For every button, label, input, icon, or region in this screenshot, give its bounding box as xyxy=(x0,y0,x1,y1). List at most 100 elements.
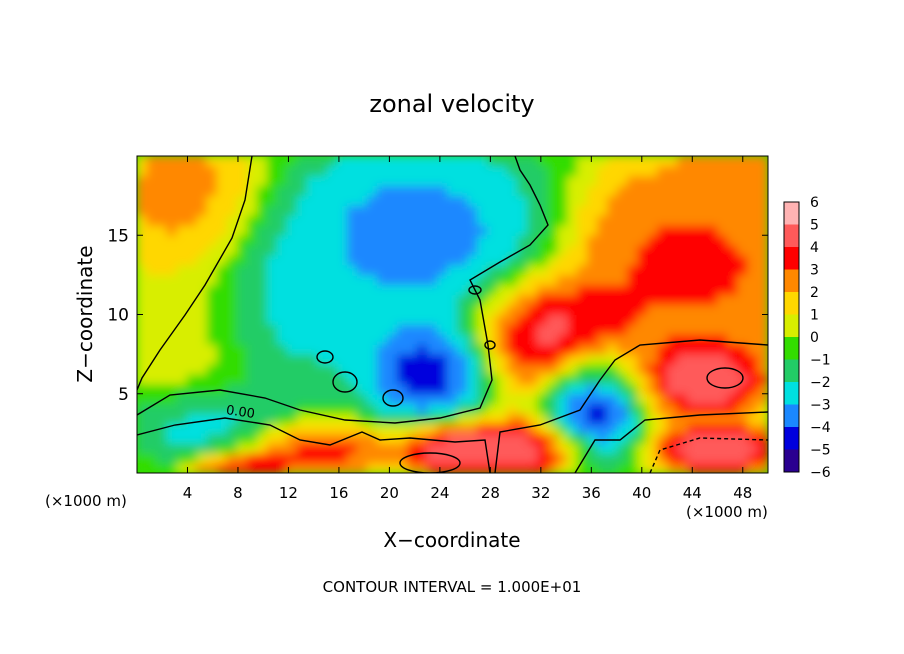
heatmap-cell xyxy=(627,323,639,335)
heatmap-cell xyxy=(567,274,579,286)
heatmap-cell xyxy=(687,254,699,266)
heatmap-cell xyxy=(446,234,459,246)
heatmap-cell xyxy=(727,185,739,197)
heatmap-cell xyxy=(477,462,489,473)
heatmap-cell xyxy=(336,383,348,395)
heatmap-cell xyxy=(346,323,358,335)
heatmap-cell xyxy=(577,274,589,286)
heatmap-cell xyxy=(577,353,589,365)
heatmap-cell xyxy=(216,274,228,286)
heatmap-cell xyxy=(206,205,218,216)
heatmap-cell xyxy=(336,254,348,266)
heatmap-cell xyxy=(477,323,489,335)
heatmap-cell xyxy=(677,442,689,454)
heatmap-cell xyxy=(436,284,448,296)
heatmap-cell xyxy=(306,383,318,395)
heatmap-cell xyxy=(657,304,669,315)
heatmap-cell xyxy=(196,214,208,226)
heatmap-cell xyxy=(467,343,479,355)
heatmap-cell xyxy=(517,284,529,296)
heatmap-cell xyxy=(667,165,679,177)
heatmap-cell xyxy=(677,185,689,197)
heatmap-cell xyxy=(487,452,499,464)
heatmap-cell xyxy=(246,393,258,405)
heatmap-cell xyxy=(687,323,699,335)
heatmap-cell xyxy=(426,214,438,226)
heatmap-cell xyxy=(667,353,679,365)
heatmap-cell xyxy=(266,205,278,216)
heatmap-cell xyxy=(236,413,248,424)
heatmap-cell xyxy=(226,304,238,315)
heatmap-cell xyxy=(396,353,408,365)
heatmap-cell xyxy=(737,413,749,424)
heatmap-cell xyxy=(627,432,639,444)
colorbar-swatch xyxy=(784,382,799,405)
heatmap-cell xyxy=(657,422,669,434)
heatmap-cell xyxy=(326,214,338,226)
heatmap-cell xyxy=(507,314,519,325)
heatmap-cell xyxy=(697,333,709,345)
heatmap-cell xyxy=(687,195,699,207)
heatmap-cell xyxy=(176,343,188,355)
heatmap-cell xyxy=(747,363,759,375)
heatmap-cell xyxy=(517,205,529,216)
heatmap-cell xyxy=(176,205,188,216)
heatmap-cell xyxy=(146,284,158,296)
heatmap-cell xyxy=(477,353,489,365)
heatmap-cell xyxy=(497,284,509,296)
heatmap-cell xyxy=(396,264,408,276)
heatmap-cell xyxy=(266,165,278,177)
heatmap-cell xyxy=(747,195,759,207)
heatmap-cell xyxy=(356,214,368,226)
heatmap-cell xyxy=(507,274,519,286)
heatmap-cell xyxy=(326,224,338,236)
heatmap-cell xyxy=(286,393,298,405)
heatmap-cell xyxy=(617,373,629,385)
heatmap-cell xyxy=(386,432,398,444)
heatmap-cell xyxy=(727,462,739,473)
heatmap-cell xyxy=(286,165,298,177)
heatmap-cell xyxy=(647,383,659,395)
heatmap-cell xyxy=(557,234,569,246)
heatmap-cell xyxy=(336,462,348,473)
heatmap-cell xyxy=(156,442,168,454)
colorbar-swatch xyxy=(784,224,799,248)
heatmap-cell xyxy=(446,403,459,415)
heatmap-cell xyxy=(436,244,448,256)
heatmap-cell xyxy=(627,422,639,434)
heatmap-cell xyxy=(537,264,549,276)
heatmap-cell xyxy=(146,383,158,395)
heatmap-cell xyxy=(326,175,338,187)
heatmap-cell xyxy=(346,274,358,286)
heatmap-cell xyxy=(617,343,629,355)
heatmap-cell xyxy=(176,442,188,454)
heatmap-cell xyxy=(416,452,428,464)
heatmap-cell xyxy=(366,333,378,345)
heatmap-cell xyxy=(697,363,709,375)
heatmap-cell xyxy=(326,156,338,167)
heatmap-cell xyxy=(507,413,519,424)
heatmap-cell xyxy=(477,383,489,395)
heatmap-cell xyxy=(597,214,609,226)
heatmap-cell xyxy=(537,304,549,315)
heatmap-cell xyxy=(697,294,709,306)
heatmap-cell xyxy=(186,175,198,187)
heatmap-cell xyxy=(316,234,328,246)
heatmap-cell xyxy=(246,333,258,345)
heatmap-cell xyxy=(256,264,268,276)
heatmap-cell xyxy=(146,205,158,216)
heatmap-cell xyxy=(677,353,689,365)
heatmap-cell xyxy=(497,224,509,236)
heatmap-cell xyxy=(757,254,768,266)
heatmap-cell xyxy=(396,343,408,355)
heatmap-cell xyxy=(226,343,238,355)
heatmap-cell xyxy=(597,363,609,375)
heatmap-cell xyxy=(657,343,669,355)
heatmap-cell xyxy=(186,185,198,197)
heatmap-cell xyxy=(607,175,619,187)
heatmap-cell xyxy=(627,205,639,216)
heatmap-cell xyxy=(206,314,218,325)
heatmap-cell xyxy=(647,304,659,315)
heatmap-cell xyxy=(336,343,348,355)
heatmap-cell xyxy=(246,422,258,434)
